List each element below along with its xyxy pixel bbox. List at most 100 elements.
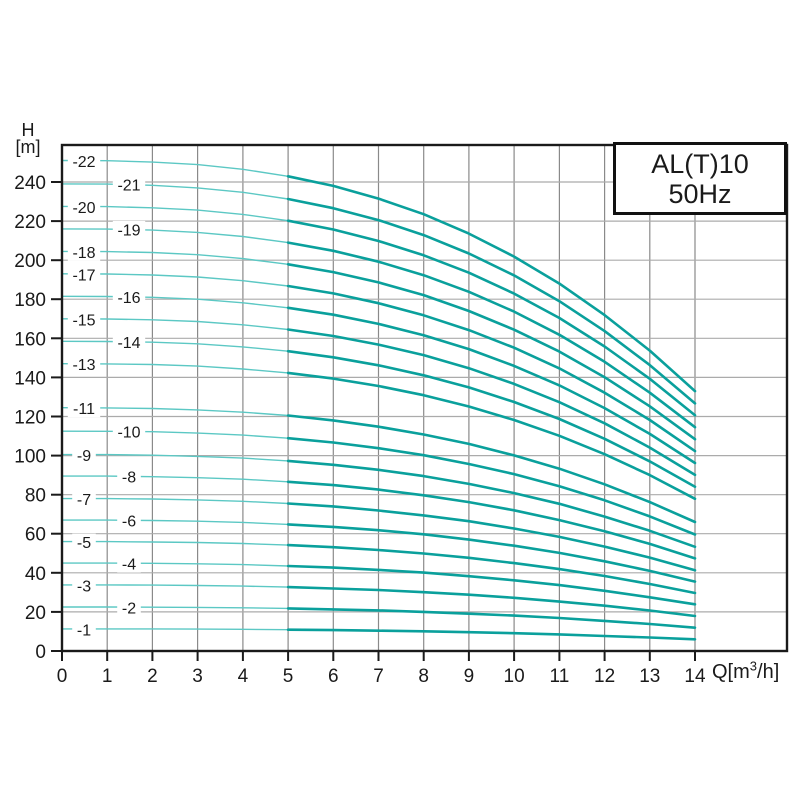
curve-label-stage-17: -17 xyxy=(72,267,95,284)
curve-label-stage-6: -6 xyxy=(122,514,136,531)
curve-label-bg xyxy=(112,175,146,194)
curve-stage-17 xyxy=(286,284,697,453)
curve-stage-18 xyxy=(286,262,697,441)
x-tick-label: 12 xyxy=(594,666,615,687)
x-tick-label: 4 xyxy=(238,666,249,687)
curve-label-bg xyxy=(72,490,96,509)
x-tick-label: 13 xyxy=(639,666,660,687)
x-axis-unit-suffix: /h] xyxy=(757,661,780,683)
gridlines xyxy=(62,145,787,651)
curve-label-bg xyxy=(112,220,146,239)
x-axis-unit-prefix: Q[m xyxy=(712,661,750,683)
curve-label-stage-15: -15 xyxy=(72,312,95,329)
curve-label-stage-10: -10 xyxy=(117,425,140,442)
curve-label-stage-16: -16 xyxy=(117,290,140,307)
curve-label-bg xyxy=(72,533,96,552)
curve-label-bg xyxy=(72,446,96,465)
x-tick-label: 3 xyxy=(192,666,203,687)
curve-label-stage-9: -9 xyxy=(77,448,91,465)
curve-stage-16 xyxy=(286,306,697,465)
curve-label-stage-18: -18 xyxy=(72,245,95,262)
x-tick-label: 2 xyxy=(147,666,158,687)
curve-label-stage-1: -1 xyxy=(77,622,91,639)
curve-label-bg xyxy=(67,310,101,329)
curve-thin-stage-21 xyxy=(61,183,289,200)
x-tick-label: 0 xyxy=(57,666,68,687)
x-tick-label: 6 xyxy=(328,666,339,687)
y-axis-title: H [m] xyxy=(10,120,46,157)
curve-label-stage-14: -14 xyxy=(117,335,140,352)
curve-stage-22 xyxy=(286,175,697,393)
x-tick-label: 7 xyxy=(373,666,384,687)
curve-label-bg xyxy=(72,620,96,639)
curve-stage-6 xyxy=(286,523,697,583)
curve-stage-5 xyxy=(286,543,697,595)
curve-thin-stage-6 xyxy=(62,519,289,526)
y-tick-label: 0 xyxy=(35,642,46,663)
y-tick-label: 60 xyxy=(25,525,46,546)
curve-thin-stage-10 xyxy=(61,430,289,439)
x-axis-unit-exponent: 3 xyxy=(749,658,758,674)
y-tick-label: 180 xyxy=(14,290,46,311)
curve-stage-3 xyxy=(286,585,697,618)
curve-label-stage-5: -5 xyxy=(77,535,91,552)
curve-label-bg xyxy=(67,152,101,170)
curve-label-bg xyxy=(67,355,101,374)
x-tick-label: 5 xyxy=(283,666,294,687)
curve-label-stage-8: -8 xyxy=(122,470,136,487)
curve-label-bg xyxy=(117,512,141,530)
y-axis-unit: [m] xyxy=(15,137,41,157)
curve-thin-stage-14 xyxy=(61,340,289,352)
x-tick-label: 10 xyxy=(504,666,525,687)
curve-label-stage-19: -19 xyxy=(117,222,140,239)
curve-stage-14 xyxy=(286,349,697,489)
y-tick-label: 220 xyxy=(14,212,46,233)
x-tick-label: 1 xyxy=(102,666,113,687)
y-tick-label: 240 xyxy=(14,173,46,194)
y-tick-label: 120 xyxy=(14,408,46,429)
y-tick-label: 160 xyxy=(14,329,46,350)
curve-label-bg xyxy=(117,599,141,617)
curve-label-bg xyxy=(67,243,101,261)
y-tick-label: 100 xyxy=(14,447,46,468)
curve-label-stage-20: -20 xyxy=(72,200,95,217)
curve-labels: -1 -2 -3 -4 -5 -6 -7 -8 -9 -10 -11 -13 -14 -15 -16 -17 -… xyxy=(67,152,146,639)
curve-stage-1 xyxy=(286,628,697,641)
curve-label-bg xyxy=(112,333,146,351)
curve-stage-19 xyxy=(286,241,697,429)
y-axis-symbol: H xyxy=(21,120,35,140)
curve-stage-2 xyxy=(286,607,697,630)
curve-label-stage-4: -4 xyxy=(122,557,136,574)
curve-stage-21 xyxy=(286,197,697,405)
title-box: AL(T)10 50Hz xyxy=(613,142,787,215)
curve-label-bg xyxy=(112,288,146,306)
y-tick-label: 140 xyxy=(14,368,46,389)
pump-curves xyxy=(61,159,697,641)
y-tick-label: 200 xyxy=(14,251,46,272)
curve-stage-10 xyxy=(286,436,697,536)
curve-label-stage-13: -13 xyxy=(72,357,95,374)
curve-label-bg xyxy=(67,265,101,284)
curve-label-bg xyxy=(67,198,101,216)
model-name: AL(T)10 xyxy=(651,149,749,179)
curve-label-stage-3: -3 xyxy=(77,578,91,595)
curve-label-bg xyxy=(117,555,141,573)
x-tick-label: 11 xyxy=(550,666,570,687)
x-tick-label: 14 xyxy=(684,666,706,687)
curve-thin-stage-19 xyxy=(61,228,289,244)
x-axis-title: Q[m3/h] xyxy=(712,658,780,684)
curve-label-stage-2: -2 xyxy=(122,601,136,618)
curve-stage-13 xyxy=(286,371,697,501)
curve-label-bg xyxy=(112,423,146,441)
curve-label-stage-11: -11 xyxy=(73,401,95,418)
curve-stage-9 xyxy=(286,459,697,549)
curve-thin-stage-1 xyxy=(62,628,289,631)
curve-label-stage-22: -22 xyxy=(72,154,95,171)
curve-label-bg xyxy=(72,576,96,595)
curve-stage-4 xyxy=(286,564,697,606)
x-tick-label: 9 xyxy=(464,666,475,687)
curve-stage-7 xyxy=(286,502,697,572)
